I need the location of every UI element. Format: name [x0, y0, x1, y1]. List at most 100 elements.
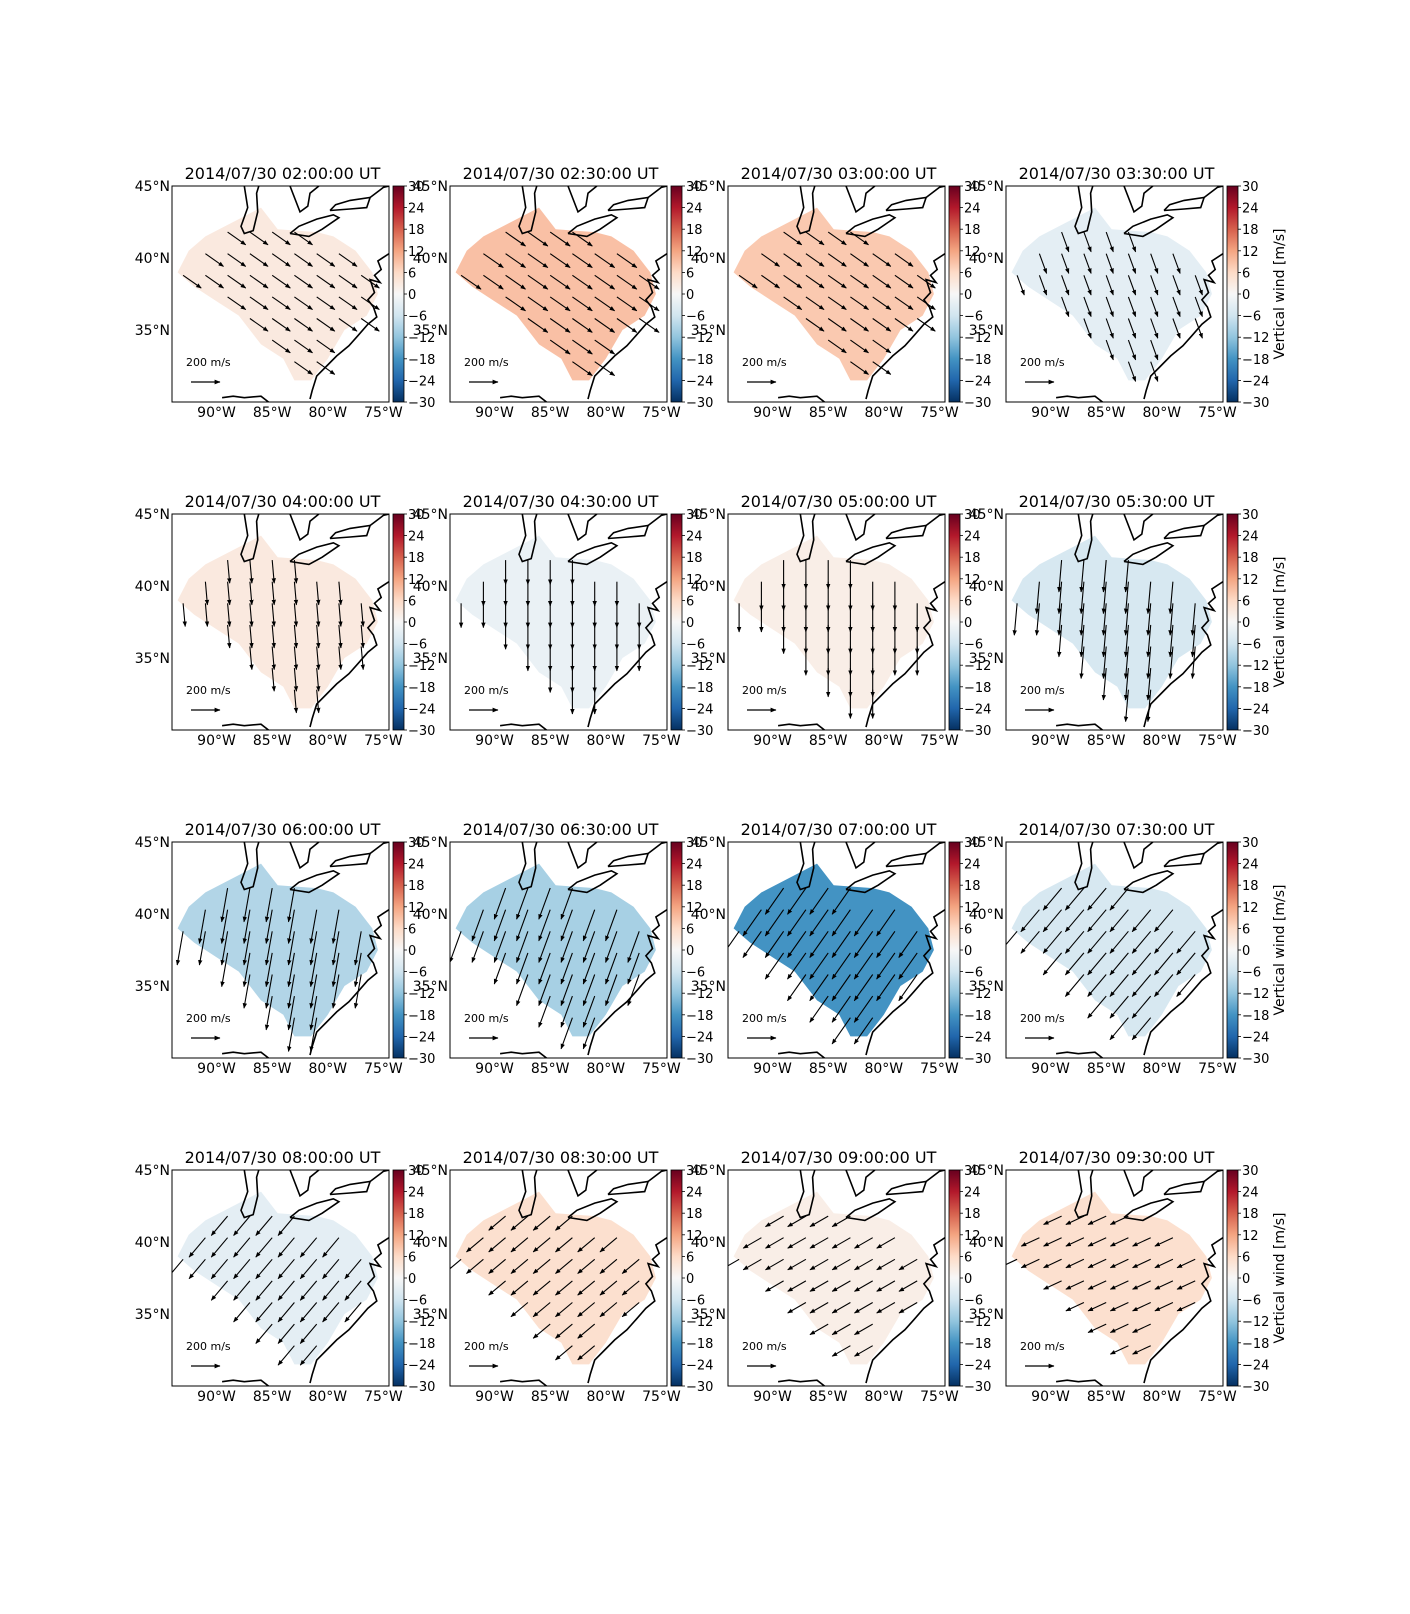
wind-vector: [1109, 1237, 1129, 1247]
wind-vector: [277, 1215, 295, 1236]
coastline: [289, 1197, 341, 1222]
wind-vector: [1061, 253, 1070, 274]
wind-vector: [360, 274, 380, 289]
wind-vector: [787, 1215, 807, 1228]
colorbar-tick-label: 30: [1242, 180, 1259, 195]
wind-vector: [344, 1302, 362, 1323]
wind-vector: [527, 274, 549, 290]
colorbar-tick-label: 30: [964, 180, 981, 195]
colorbar-tick-label: −24: [686, 702, 713, 717]
wind-vector: [255, 1258, 273, 1280]
colorbar-tick-label: 24: [686, 202, 703, 217]
vertical-wind-field: [1011, 1191, 1212, 1365]
wind-vector: [1123, 603, 1129, 636]
wind-vector: [1087, 887, 1107, 911]
lon-tick-label: 85°W: [809, 733, 848, 749]
colorbar-tick-label: 0: [686, 1272, 694, 1287]
wind-vector: [599, 1302, 618, 1318]
vertical-wind-field: [1011, 535, 1212, 709]
lon-tick-label: 85°W: [1087, 405, 1126, 421]
colorbar-tick-label: 18: [964, 1207, 981, 1222]
wind-vector: [1057, 581, 1063, 615]
coastline: [221, 723, 270, 730]
wind-vector: [1146, 646, 1152, 679]
wind-vector: [360, 646, 365, 671]
lat-tick-label: 45°N: [969, 179, 1004, 195]
colorbar-tick-label: 24: [686, 530, 703, 545]
vertical-wind-field: [733, 863, 934, 1037]
wind-vector: [1190, 624, 1196, 658]
wind-vector: [805, 296, 825, 311]
coastline: [1123, 213, 1175, 238]
colorbar-tick-label: −18: [408, 353, 435, 368]
wind-vector: [1150, 361, 1159, 382]
wind-vector: [322, 1237, 340, 1258]
reference-arrow-label: 200 m/s: [742, 356, 787, 369]
wind-vector: [577, 1345, 596, 1361]
wind-vector: [616, 296, 638, 312]
colorbar-tick-label: −30: [408, 1380, 435, 1395]
colorbar-tick-label: 24: [1242, 1186, 1259, 1201]
wind-vector: [1146, 624, 1152, 658]
map-panel: 200 m/s 2014/07/30 08:30:00 UT 45°N 40°N 35°…: [413, 1148, 714, 1405]
lon-tick-label: 90°W: [753, 1061, 792, 1077]
wind-vector: [249, 581, 254, 606]
colorbar-tick-label: 0: [1242, 1272, 1250, 1287]
wind-vector: [1127, 318, 1137, 339]
wind-vector: [488, 1215, 506, 1231]
colorbar-tick-label: −30: [964, 1380, 991, 1395]
wind-vector: [1087, 930, 1107, 954]
wind-vector: [599, 1237, 618, 1253]
wind-vector: [1131, 930, 1152, 954]
wind-vector: [850, 253, 869, 267]
wind-vector: [1042, 952, 1063, 976]
wind-vector: [450, 931, 462, 963]
colorbar-tick-label: 18: [964, 879, 981, 894]
coastline: [885, 1180, 928, 1196]
vertical-wind-field: [177, 863, 378, 1037]
lat-tick-label: 40°N: [413, 1235, 448, 1251]
wind-vector: [338, 624, 343, 649]
colorbar-tick-label: 6: [1242, 1250, 1250, 1265]
wind-vector: [331, 952, 340, 988]
wind-vector: [1101, 560, 1107, 593]
wind-vector: [1109, 995, 1129, 1019]
colorbar-tick-label: 24: [408, 858, 425, 873]
wind-vector: [1079, 560, 1085, 593]
wind-vector: [182, 274, 202, 289]
colorbar-tick-label: −6: [964, 638, 983, 653]
wind-vector: [331, 974, 340, 1009]
panel-title: 2014/07/30 02:30:00 UT: [463, 164, 659, 183]
wind-vector: [527, 296, 549, 312]
lat-tick-label: 45°N: [691, 835, 726, 851]
colorbar-tick-label: −24: [686, 374, 713, 389]
wind-vector: [293, 560, 299, 584]
coastline: [607, 1180, 650, 1196]
colorbar-tick-label: 12: [1242, 901, 1259, 916]
wind-vector: [1146, 581, 1152, 615]
wind-vector: [872, 339, 892, 354]
colorbar-tick-label: −12: [686, 1315, 713, 1330]
colorbar-tick-label: 6: [964, 266, 972, 281]
wind-vector: [894, 296, 914, 311]
lat-tick-label: 45°N: [969, 507, 1004, 523]
wind-vector: [277, 1237, 295, 1258]
wind-vector: [510, 1302, 529, 1318]
wind-vector: [1109, 909, 1129, 933]
wind-vector: [264, 931, 273, 966]
wind-vector: [220, 931, 229, 966]
colorbar-label: Vertical wind [m/s]: [1272, 229, 1288, 360]
wind-vector: [505, 274, 526, 290]
lon-tick-label: 85°W: [809, 405, 848, 421]
reference-arrow-label: 200 m/s: [464, 684, 509, 697]
coastline: [587, 581, 667, 728]
wind-vector: [532, 1258, 551, 1274]
coastline: [796, 514, 816, 563]
wind-vector: [1087, 1323, 1107, 1333]
lat-tick-label: 45°N: [691, 1163, 726, 1179]
wind-vector: [264, 996, 273, 1031]
coastline: [309, 581, 389, 728]
wind-vector: [1154, 974, 1174, 997]
colorbar-tick-label: 6: [686, 922, 694, 937]
